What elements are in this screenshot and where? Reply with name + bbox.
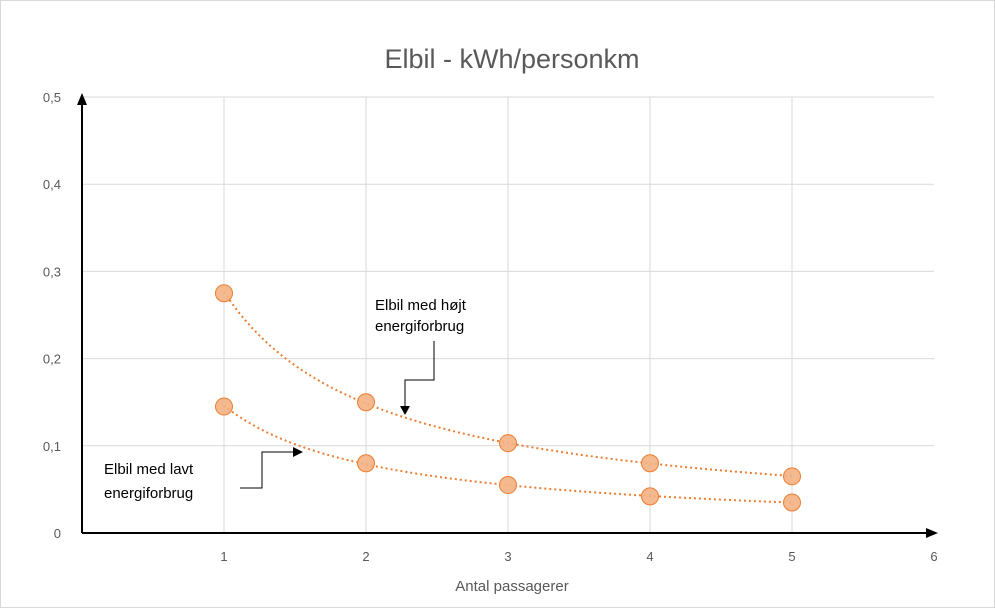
- annotation-high-arrow-line: [404, 341, 435, 408]
- data-point-series-1: [783, 467, 801, 486]
- annotation-low-arrow-line: [240, 451, 295, 489]
- y-tick-label: 0,3: [43, 264, 61, 279]
- y-tick-label: 0,4: [43, 177, 61, 192]
- x-tick-label: 4: [646, 549, 653, 564]
- y-tick-label: 0,2: [43, 352, 61, 367]
- y-tick-label: 0,5: [43, 90, 61, 105]
- y-tick-label: 0,1: [43, 439, 61, 454]
- x-tick-label: 5: [788, 549, 795, 564]
- x-tick-label: 3: [504, 549, 511, 564]
- annotation-low-line-2: energiforbrug: [104, 485, 193, 502]
- data-points: [215, 284, 801, 512]
- annotation-high-line-2: energiforbrug: [375, 318, 464, 335]
- x-axis-label: Antal passagerer: [455, 578, 568, 595]
- trendline-series-2: [223, 404, 793, 504]
- x-axis-arrowhead: [926, 528, 938, 538]
- data-point-series-2: [641, 487, 659, 506]
- data-point-series-2: [499, 476, 517, 495]
- annotation-low-arrowhead: [293, 447, 303, 457]
- data-point-series-2: [357, 454, 375, 473]
- chart-title: Elbil - kWh/personkm: [384, 44, 639, 74]
- gridlines: [82, 96, 934, 533]
- annotation-high: Elbil med højt energiforbrug: [375, 297, 467, 415]
- y-axis-arrowhead: [77, 93, 87, 105]
- data-point-series-1: [641, 454, 659, 473]
- annotation-low-line-1: Elbil med lavt: [104, 461, 194, 478]
- annotation-low: Elbil med lavt energiforbrug: [104, 447, 303, 502]
- annotation-high-line-1: Elbil med højt: [375, 297, 467, 314]
- axes: [77, 93, 938, 538]
- x-tick-label: 2: [362, 549, 369, 564]
- data-point-series-1: [357, 393, 375, 412]
- data-point-series-1: [499, 434, 517, 453]
- x-tick-label: 1: [220, 549, 227, 564]
- data-point-series-1: [215, 284, 233, 303]
- data-point-series-2: [783, 493, 801, 512]
- x-tick-label: 6: [930, 549, 937, 564]
- annotation-high-arrowhead: [400, 406, 410, 415]
- data-point-series-2: [215, 397, 233, 416]
- tick-labels: 0 0,1 0,2 0,3 0,4 0,5 1 2 3 4 5 6: [43, 90, 938, 564]
- y-tick-label: 0: [54, 526, 61, 541]
